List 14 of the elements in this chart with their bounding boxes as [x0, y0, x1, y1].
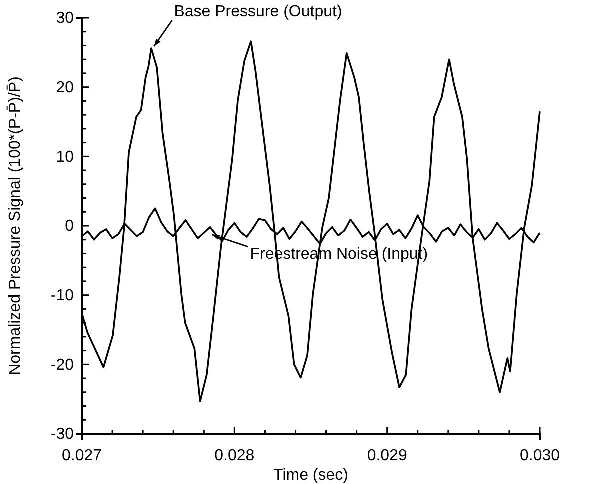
y-tick-label: -20	[50, 356, 74, 374]
y-axis-title: Normalized Pressure Signal (100*(P-P̄)/P̄)	[6, 76, 24, 376]
y-tick-label: 0	[65, 218, 74, 236]
y-tick-label: 10	[56, 148, 74, 166]
x-tick-label: 0.028	[214, 448, 255, 465]
x-tick-label: 0.029	[367, 448, 408, 465]
x-axis-title: Time (sec)	[274, 467, 348, 484]
y-tick-label: -30	[50, 426, 74, 444]
y-tick-label: 30	[56, 10, 74, 28]
x-tick-label: 0.027	[62, 448, 102, 465]
y-tick-label: -10	[50, 287, 74, 304]
y-tick-label: 20	[56, 79, 74, 96]
x-tick-label: 0.030	[520, 448, 560, 465]
annotation: Base Pressure (Output)	[174, 4, 342, 21]
